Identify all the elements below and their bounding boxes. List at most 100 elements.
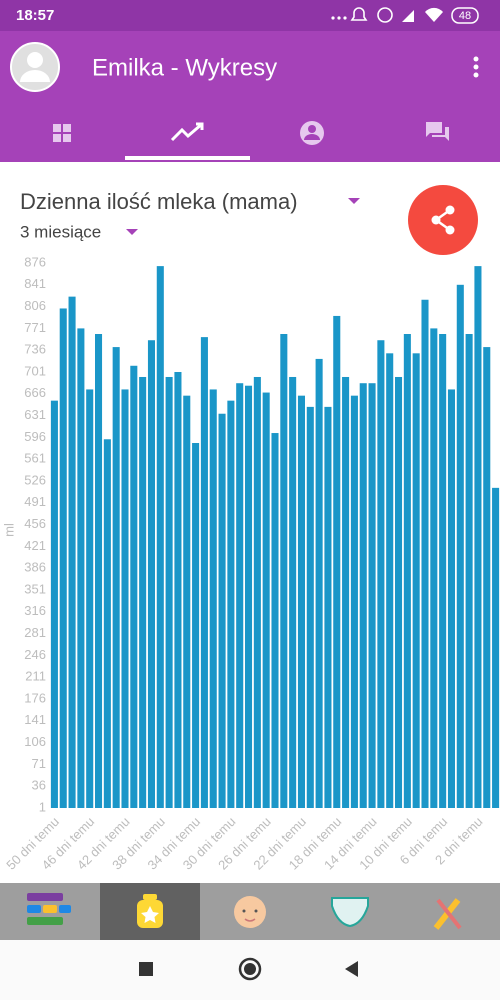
bar (342, 376, 350, 808)
recents-button[interactable] (139, 962, 153, 976)
y-tick-label: 246 (24, 647, 46, 662)
bar (200, 337, 208, 808)
bar (474, 266, 482, 809)
status-icons (331, 7, 479, 24)
tab-messages[interactable] (426, 122, 449, 141)
bar (139, 376, 147, 808)
home-button[interactable] (238, 957, 262, 981)
bar (315, 358, 323, 808)
bar (377, 340, 385, 808)
bar (112, 347, 120, 808)
nav-stats[interactable] (27, 893, 71, 925)
y-tick-label: 631 (24, 407, 46, 422)
bar (492, 487, 500, 808)
y-tick-label: 351 (24, 581, 46, 596)
bar (447, 389, 455, 808)
bar (245, 385, 253, 808)
bar (430, 328, 438, 808)
nav-baby[interactable] (234, 896, 266, 928)
battery-level: 48 (459, 10, 471, 22)
y-tick-label: 596 (24, 429, 46, 444)
y-tick-label: 841 (24, 276, 46, 291)
y-tick-label: 666 (24, 385, 46, 400)
bar (456, 284, 464, 808)
bar (147, 340, 155, 808)
status-bar (0, 0, 500, 31)
y-tick-label: 456 (24, 516, 46, 531)
tab-profile[interactable] (300, 121, 324, 145)
chart-title: Dzienna ilość mleka (mama) (20, 189, 298, 214)
status-time: 18:57 (16, 7, 54, 24)
bar (289, 376, 297, 808)
y-tick-label: 526 (24, 472, 46, 487)
bar (59, 308, 67, 808)
y-tick-label: 736 (24, 342, 46, 357)
bar (253, 376, 261, 808)
title-dropdown[interactable] (348, 198, 360, 204)
bar (68, 296, 76, 808)
y-tick-label: 561 (24, 451, 46, 466)
tab-charts[interactable] (170, 122, 204, 142)
bar (297, 395, 305, 808)
y-tick-label: 806 (24, 298, 46, 313)
y-tick-label: 281 (24, 625, 46, 640)
bar (209, 389, 217, 808)
y-tick-label: 211 (25, 669, 46, 684)
bar (262, 392, 270, 808)
bar (86, 389, 94, 808)
y-tick-label: 36 (32, 778, 46, 793)
app-bar (0, 31, 500, 162)
bar (386, 353, 394, 808)
bar (77, 328, 85, 808)
chart-subtitle: 3 miesiące (20, 222, 101, 241)
bar (333, 315, 341, 808)
share-button[interactable] (408, 185, 478, 255)
bar (236, 383, 244, 808)
nav-diaper[interactable] (331, 897, 369, 928)
bar (156, 266, 164, 809)
y-tick-label: 421 (24, 538, 46, 553)
y-tick-label: 386 (24, 560, 46, 575)
bar (95, 334, 103, 808)
tab-indicator (125, 156, 250, 160)
y-tick-label: 491 (24, 494, 46, 509)
bar (421, 299, 429, 808)
y-tick-label: 316 (24, 603, 46, 618)
menu-button[interactable] (473, 56, 479, 78)
bar (465, 334, 473, 808)
bar (412, 353, 420, 808)
bar (165, 376, 173, 808)
bar (350, 395, 358, 808)
back-button[interactable] (345, 961, 358, 977)
bar (103, 439, 111, 808)
bar (121, 389, 129, 808)
y-tick-label: 1 (39, 799, 46, 814)
nav-tools[interactable] (433, 898, 462, 930)
bar (280, 334, 288, 808)
tab-dashboard[interactable] (53, 124, 71, 142)
bar (483, 347, 491, 808)
bar (359, 383, 367, 808)
bar (218, 413, 226, 808)
bar (439, 334, 447, 808)
bar (271, 433, 279, 808)
nav-feeding[interactable] (137, 894, 163, 928)
y-tick-label: 701 (24, 363, 46, 378)
y-axis-label: ml (1, 523, 16, 537)
bar (368, 383, 376, 808)
avatar[interactable] (10, 42, 60, 92)
bar (183, 395, 191, 808)
y-tick-label: 106 (24, 734, 46, 749)
y-tick-label: 771 (24, 320, 46, 335)
bar (395, 376, 403, 808)
subtitle-dropdown[interactable] (126, 229, 138, 235)
app-title: Emilka - Wykresy (92, 54, 277, 81)
bar (174, 372, 182, 808)
bar (324, 406, 332, 808)
bar (403, 334, 411, 808)
y-tick-label: 71 (32, 756, 46, 771)
y-tick-label: 876 (24, 254, 46, 269)
bar (306, 406, 314, 808)
